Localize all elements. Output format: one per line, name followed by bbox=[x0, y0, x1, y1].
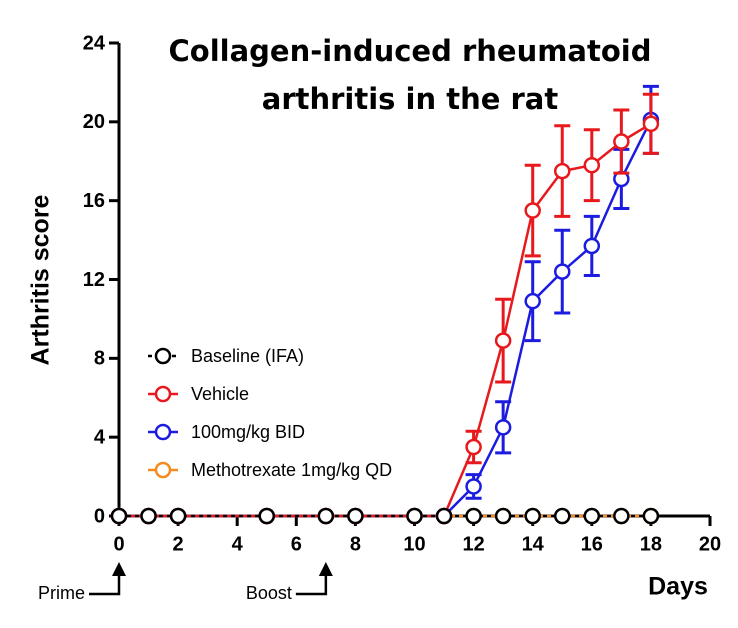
x-tick-label: 8 bbox=[350, 533, 361, 555]
series-line bbox=[119, 122, 652, 518]
x-tick-label: 0 bbox=[113, 533, 124, 555]
series bbox=[110, 507, 660, 525]
x-tick-label: 20 bbox=[699, 533, 721, 555]
marker bbox=[494, 332, 512, 349]
marker bbox=[465, 507, 482, 525]
annotation: Prime bbox=[38, 583, 85, 603]
y-tick-label: 4 bbox=[94, 426, 106, 448]
annotation-arrowhead bbox=[112, 562, 126, 576]
marker bbox=[613, 133, 630, 150]
marker bbox=[524, 292, 541, 310]
marker bbox=[465, 438, 482, 456]
legend-marker bbox=[154, 385, 172, 403]
y-axis-label: Arthritis score bbox=[27, 194, 55, 365]
x-tick-label: 10 bbox=[403, 533, 425, 555]
marker bbox=[554, 507, 571, 525]
marker bbox=[613, 507, 630, 525]
legend-marker bbox=[154, 461, 172, 479]
marker bbox=[465, 478, 482, 495]
x-tick-label: 4 bbox=[232, 533, 244, 555]
y-tick-label: 16 bbox=[83, 190, 105, 212]
marker bbox=[406, 507, 423, 525]
x-tick-label: 6 bbox=[291, 533, 302, 555]
legend-label: Methotrexate 1mg/kg QD bbox=[191, 460, 392, 480]
marker bbox=[642, 507, 660, 525]
marker bbox=[554, 263, 571, 280]
marker bbox=[317, 507, 335, 525]
y-tick-label: 12 bbox=[83, 269, 105, 291]
marker bbox=[642, 115, 660, 133]
marker bbox=[494, 507, 512, 525]
marker bbox=[524, 202, 541, 219]
annotation: Boost bbox=[246, 583, 292, 603]
series-line bbox=[119, 119, 653, 518]
y-tick-label: 0 bbox=[94, 505, 105, 527]
y-tick-label: 8 bbox=[94, 348, 105, 370]
x-tick-label: 12 bbox=[462, 533, 484, 555]
series bbox=[110, 84, 660, 525]
marker bbox=[494, 419, 512, 436]
marker bbox=[140, 507, 157, 525]
series bbox=[110, 92, 660, 525]
legend-label: 100mg/kg BID bbox=[191, 422, 305, 442]
marker bbox=[554, 162, 571, 180]
annotation-arrowhead bbox=[318, 562, 333, 576]
x-tick-label: 18 bbox=[640, 533, 662, 555]
y-tick-label: 24 bbox=[83, 32, 106, 54]
marker bbox=[258, 507, 275, 525]
chart-title: Collagen-induced rheumatoid bbox=[168, 34, 651, 68]
chart-title: arthritis in the rat bbox=[262, 82, 559, 116]
annotation-arrow bbox=[295, 574, 328, 596]
marker bbox=[169, 507, 187, 525]
marker bbox=[583, 237, 601, 255]
legend-label: Baseline (IFA) bbox=[191, 346, 304, 366]
legend-marker bbox=[154, 423, 172, 441]
marker bbox=[524, 507, 541, 525]
legend-marker bbox=[154, 347, 172, 365]
x-tick-label: 2 bbox=[173, 533, 184, 555]
x-axis-label: Days bbox=[648, 573, 708, 601]
marker bbox=[110, 507, 128, 525]
marker bbox=[435, 507, 453, 525]
marker bbox=[347, 507, 364, 525]
legend-label: Vehicle bbox=[191, 384, 249, 404]
marker bbox=[583, 507, 601, 525]
annotation-arrow bbox=[89, 574, 121, 596]
y-tick-label: 20 bbox=[83, 111, 105, 133]
x-tick-label: 16 bbox=[581, 533, 603, 555]
x-tick-label: 14 bbox=[522, 533, 545, 555]
marker bbox=[583, 156, 601, 174]
